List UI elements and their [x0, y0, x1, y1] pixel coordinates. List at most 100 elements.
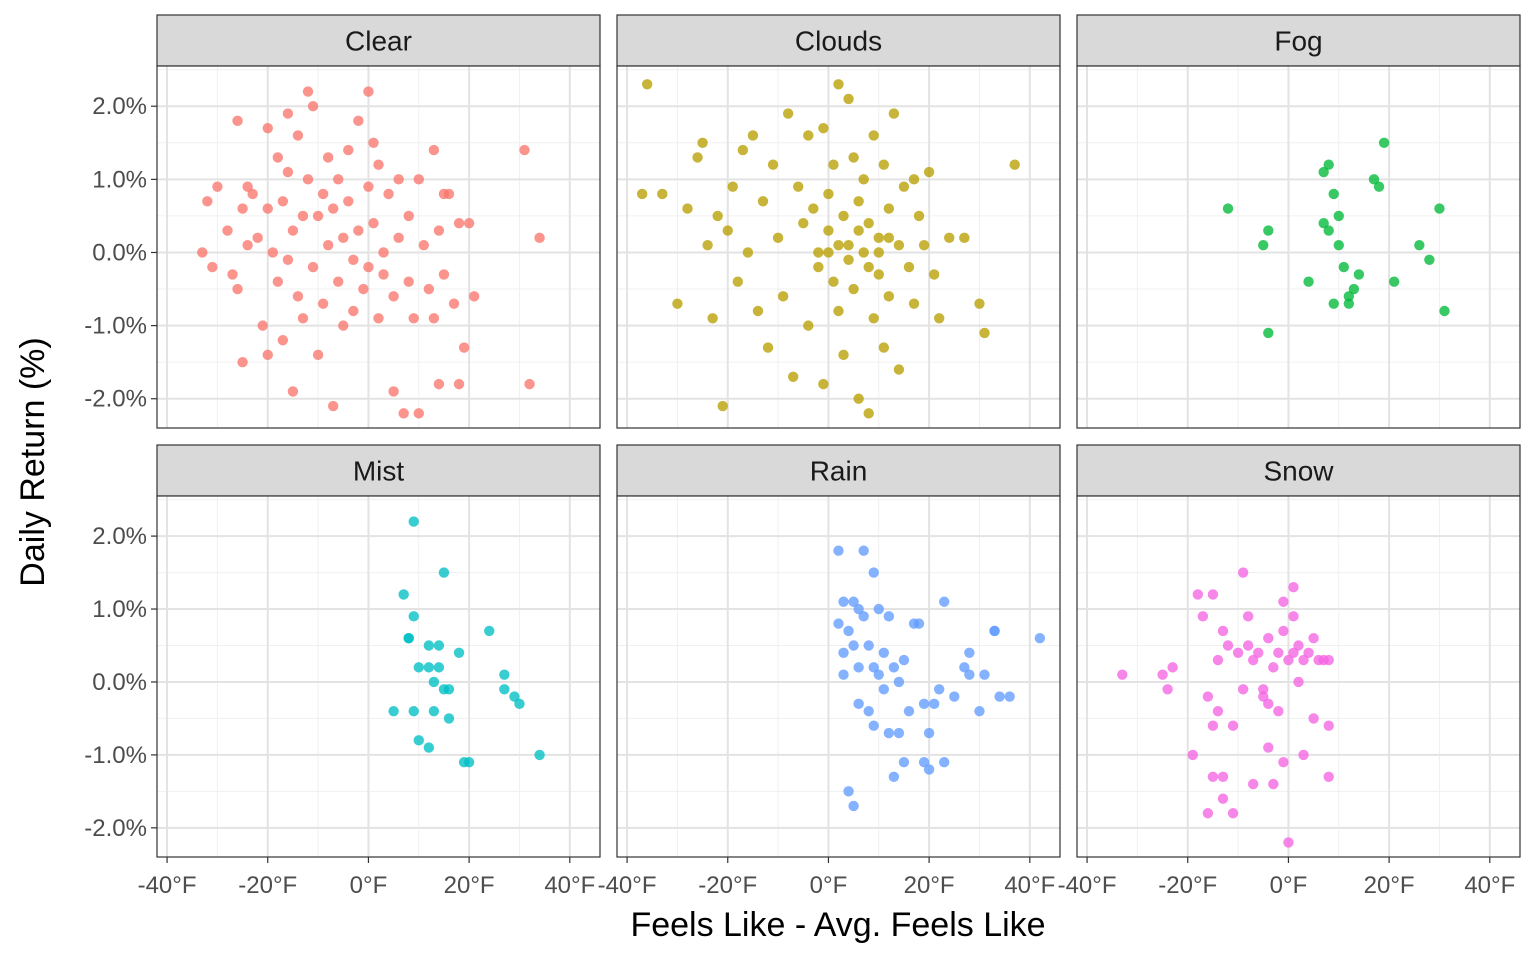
data-point: [368, 218, 379, 229]
facet-strip-rain: [616, 444, 1061, 497]
data-point: [1338, 261, 1350, 273]
data-point: [878, 342, 890, 353]
data-point: [433, 225, 445, 236]
facet-strip-fog: [1076, 14, 1521, 67]
data-point: [428, 144, 440, 156]
panel-border: [156, 495, 601, 858]
data-point: [272, 152, 284, 163]
data-point: [838, 349, 849, 361]
x-tick-label: 20°F: [904, 872, 955, 899]
data-point: [838, 596, 849, 607]
data-point: [707, 313, 718, 324]
data-point: [287, 225, 299, 236]
x-tick-label: -20°F: [1158, 872, 1217, 899]
data-point: [818, 378, 829, 390]
facet-rain: Rain -40°F -20°F 0°F 20°F 40°F: [598, 444, 1061, 899]
y-tick-label: -2.0%: [84, 386, 147, 413]
data-point: [888, 662, 900, 673]
data-point: [524, 378, 535, 390]
data-point: [727, 181, 738, 192]
data-point: [312, 349, 324, 361]
data-point: [282, 166, 294, 178]
data-point: [388, 705, 399, 717]
data-point: [868, 662, 879, 673]
data-point: [1273, 705, 1284, 717]
facet-snow: Snow -40°F -20°F 0°F 20°F 40°F: [1058, 444, 1521, 899]
data-point: [307, 261, 319, 273]
data-point: [1212, 654, 1224, 666]
data-point: [873, 232, 884, 244]
data-point: [642, 79, 653, 90]
data-point: [312, 210, 324, 222]
data-point: [1217, 771, 1229, 782]
data-point: [853, 698, 864, 710]
data-point: [388, 291, 399, 302]
facet-clouds: Clouds: [616, 14, 1061, 429]
data-point: [458, 342, 470, 353]
data-point: [803, 320, 814, 331]
data-point: [863, 640, 874, 651]
data-point: [277, 335, 289, 346]
data-point: [322, 152, 334, 163]
data-point: [1034, 633, 1046, 644]
data-point: [1263, 698, 1274, 710]
data-point: [368, 137, 379, 148]
data-point: [1323, 225, 1334, 236]
data-point: [237, 203, 248, 214]
data-point: [939, 756, 950, 768]
data-point: [853, 393, 864, 404]
data-point: [1192, 589, 1204, 600]
data-point: [262, 349, 273, 361]
data-point: [767, 159, 779, 170]
x-tick-label: -40°F: [138, 872, 197, 899]
data-point: [883, 611, 895, 622]
facet-mist: Mist -2.0% -1.0% 0.0% 1.0% 2.0% -40°F -20°F 0°F 2…: [84, 444, 601, 899]
data-point: [923, 764, 935, 775]
data-point: [1197, 611, 1209, 622]
data-point: [1253, 647, 1264, 658]
data-point: [1232, 647, 1244, 658]
data-point: [348, 254, 359, 265]
data-point: [883, 232, 895, 244]
data-point: [974, 705, 985, 717]
data-point: [433, 662, 445, 673]
y-tick-label: -1.0%: [84, 313, 147, 340]
y-axis-title: Daily Return (%): [14, 337, 52, 586]
data-point: [868, 567, 879, 578]
data-point: [408, 313, 419, 324]
data-point: [777, 291, 789, 302]
data-point: [959, 662, 970, 673]
facet-label-clouds: Clouds: [795, 26, 882, 57]
data-point: [1278, 625, 1289, 637]
data-point: [1258, 239, 1269, 251]
data-point: [1278, 756, 1289, 768]
data-point: [413, 735, 424, 746]
data-point: [393, 232, 404, 244]
data-point: [1117, 669, 1128, 680]
x-tick-label: 0°F: [1270, 872, 1308, 899]
data-point: [636, 188, 648, 200]
data-point: [468, 291, 480, 302]
data-point: [702, 239, 713, 251]
data-point: [383, 188, 394, 200]
data-point: [843, 239, 854, 251]
data-point: [1278, 596, 1289, 607]
data-point: [514, 698, 525, 710]
data-point: [297, 210, 309, 222]
data-point: [317, 188, 329, 200]
data-point: [979, 669, 990, 680]
data-point: [1157, 669, 1168, 680]
data-point: [1439, 305, 1450, 317]
facet-strip-clouds: [616, 14, 1061, 67]
data-point: [1227, 808, 1239, 819]
data-point: [1348, 283, 1360, 295]
facet-clear: Clear -2.0% -1.0% 0.0% 1.0% 2.0%: [84, 14, 601, 429]
data-point: [1258, 691, 1269, 702]
data-point: [883, 291, 895, 302]
data-point: [878, 684, 890, 695]
data-point: [918, 698, 930, 710]
panel-background: [157, 66, 600, 428]
data-point: [782, 108, 794, 119]
data-point: [202, 196, 213, 207]
x-axis-title: Feels Like - Avg. Feels Like: [630, 906, 1045, 944]
